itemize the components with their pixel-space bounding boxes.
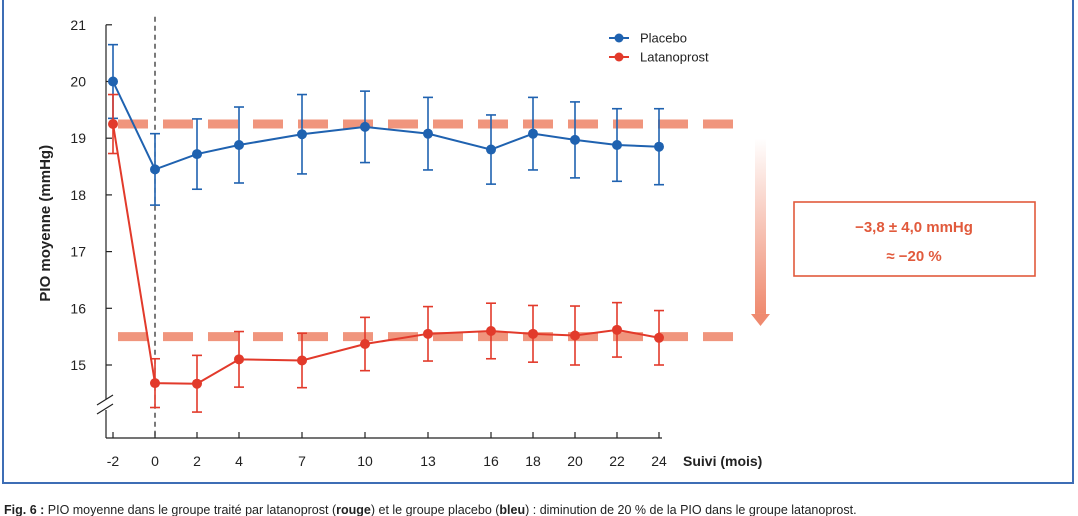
y-tick-label: 16 bbox=[70, 300, 86, 316]
data-point-latanoprost bbox=[570, 330, 580, 341]
data-point-placebo bbox=[108, 76, 118, 87]
x-tick-label: 24 bbox=[651, 453, 667, 469]
x-axis-label: Suivi (mois) bbox=[683, 453, 762, 469]
y-axis-break-mark bbox=[96, 394, 114, 406]
y-tick-label: 18 bbox=[70, 187, 86, 203]
figure-frame bbox=[2, 0, 1074, 484]
annotation-line-2: ≈ −20 % bbox=[886, 248, 941, 265]
x-tick-label: 0 bbox=[151, 453, 159, 469]
caption-prefix: Fig. 6 : bbox=[4, 503, 45, 516]
x-tick-label: -2 bbox=[107, 453, 120, 469]
series-line-latanoprost bbox=[112, 123, 660, 385]
data-point-placebo bbox=[150, 164, 160, 175]
data-point-placebo bbox=[528, 128, 538, 139]
data-point-latanoprost bbox=[612, 324, 622, 335]
x-tick-label: 7 bbox=[298, 453, 306, 469]
series-line-placebo bbox=[112, 81, 660, 171]
data-point-placebo bbox=[192, 149, 202, 160]
y-tick-label: 15 bbox=[70, 357, 86, 373]
data-point-placebo bbox=[486, 144, 496, 155]
legend-label: Placebo bbox=[640, 31, 687, 46]
y-tick-label: 21 bbox=[70, 17, 86, 33]
legend-marker bbox=[614, 52, 624, 62]
annotation-box bbox=[793, 201, 1036, 277]
caption-bold-a: rouge bbox=[336, 503, 371, 516]
data-point-placebo bbox=[360, 121, 370, 132]
data-point-placebo bbox=[570, 134, 580, 145]
y-axis-break-mark bbox=[96, 403, 114, 415]
x-tick-label: 4 bbox=[235, 453, 243, 469]
data-point-placebo bbox=[423, 128, 433, 139]
legend-label: Latanoprost bbox=[640, 50, 709, 65]
y-tick-label: 17 bbox=[70, 244, 86, 260]
data-point-latanoprost bbox=[297, 355, 307, 366]
caption-bold-b: bleu bbox=[499, 503, 526, 516]
x-tick-label: 16 bbox=[483, 453, 499, 469]
x-tick-label: 18 bbox=[525, 453, 541, 469]
data-point-latanoprost bbox=[486, 325, 496, 336]
x-tick-label: 10 bbox=[357, 453, 373, 469]
data-point-latanoprost bbox=[192, 378, 202, 389]
data-point-latanoprost bbox=[654, 332, 664, 343]
data-point-placebo bbox=[612, 140, 622, 151]
y-tick-label: 20 bbox=[70, 74, 86, 90]
reduction-arrow-head bbox=[751, 313, 770, 326]
figure-caption: Fig. 6 : PIO moyenne dans le groupe trai… bbox=[4, 503, 1074, 516]
y-axis-label: PIO moyenne (mmHg) bbox=[37, 145, 54, 302]
caption-text-b: ) et le groupe placebo ( bbox=[370, 503, 500, 516]
caption-text-a: PIO moyenne dans le groupe traité par la… bbox=[44, 503, 337, 516]
data-point-latanoprost bbox=[423, 328, 433, 339]
data-point-placebo bbox=[234, 140, 244, 151]
data-point-placebo bbox=[654, 141, 664, 152]
y-tick-label: 19 bbox=[70, 130, 86, 146]
legend-marker bbox=[614, 33, 624, 43]
data-point-latanoprost bbox=[234, 354, 244, 365]
x-tick-label: 20 bbox=[567, 453, 583, 469]
x-tick-label: 2 bbox=[193, 453, 201, 469]
x-tick-label: 22 bbox=[609, 453, 625, 469]
data-point-latanoprost bbox=[150, 378, 160, 389]
reduction-arrow-shaft bbox=[755, 138, 766, 314]
data-point-latanoprost bbox=[360, 339, 370, 350]
data-point-latanoprost bbox=[108, 119, 118, 130]
annotation-line-1: −3,8 ± 4,0 mmHg bbox=[855, 219, 973, 236]
x-tick-label: 13 bbox=[420, 453, 436, 469]
caption-text-c: ) : diminution de 20 % de la PIO dans le… bbox=[525, 503, 857, 516]
data-point-latanoprost bbox=[528, 328, 538, 339]
data-point-placebo bbox=[297, 129, 307, 140]
